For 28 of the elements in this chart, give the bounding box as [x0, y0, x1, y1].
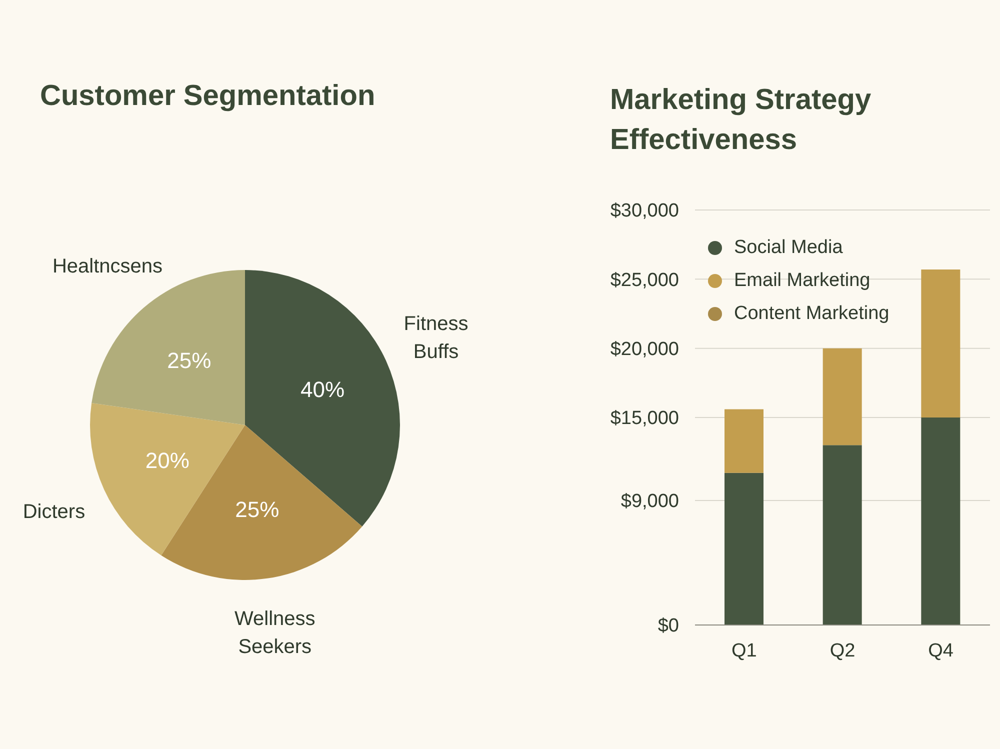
bar — [921, 269, 960, 418]
y-tick-label: $9,000 — [620, 491, 679, 512]
y-tick-label: $25,000 — [610, 270, 679, 291]
legend-label: Email Marketing — [734, 270, 870, 292]
legend-label: Social Media — [734, 236, 843, 258]
legend-label: Content Marketing — [734, 302, 890, 324]
bar — [921, 418, 960, 625]
x-tick-label: Q1 — [731, 640, 757, 662]
slice-label: Dicters — [22, 501, 86, 524]
bar — [724, 472, 764, 625]
y-tick-label: $30,000 — [610, 200, 679, 222]
slice-label: Wellness Seekers — [234, 608, 316, 658]
chart-title: Marketing Strategy Effectiveness — [610, 83, 872, 158]
y-tick-label: $20,000 — [610, 339, 679, 360]
slice-label: Healtncsens — [52, 255, 163, 278]
data-label: 25% — [167, 348, 212, 374]
bar — [724, 409, 764, 473]
chart-title: Customer Segmentation — [40, 80, 376, 113]
x-tick-label: Q2 — [830, 640, 856, 662]
bar — [822, 348, 862, 446]
data-label: 20% — [145, 448, 190, 473]
bar — [822, 445, 862, 625]
data-label: 40% — [300, 377, 345, 402]
x-tick-label: Q4 — [928, 640, 954, 662]
y-tick-label: $0 — [658, 616, 679, 637]
slice-label: Fitness Buffs — [404, 312, 468, 363]
data-label: 25% — [235, 496, 280, 522]
y-tick-label: $15,000 — [610, 408, 679, 430]
